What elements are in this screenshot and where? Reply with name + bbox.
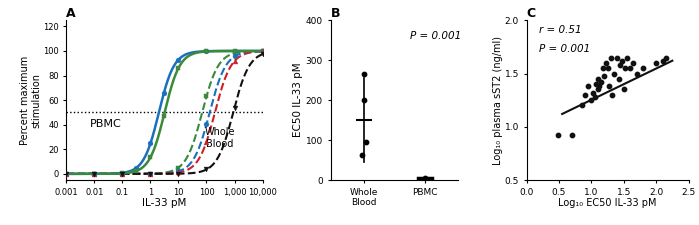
Text: r = 0.51: r = 0.51	[540, 25, 582, 35]
Point	[657, 59, 668, 63]
Y-axis label: Log₁₀ plasma sST2 (ng/ml): Log₁₀ plasma sST2 (ng/ml)	[493, 36, 503, 165]
Point	[628, 61, 639, 65]
Point	[661, 56, 672, 59]
Point	[582, 84, 593, 88]
Point	[598, 74, 610, 77]
Text: P = 0.001: P = 0.001	[410, 32, 461, 41]
X-axis label: Log₁₀ EC50 IL-33 pM: Log₁₀ EC50 IL-33 pM	[559, 198, 657, 208]
Point	[587, 91, 598, 94]
Text: P = 0.001: P = 0.001	[540, 44, 591, 54]
Point	[360, 140, 371, 144]
Point	[651, 61, 662, 65]
Point	[592, 77, 603, 81]
Point	[359, 98, 370, 102]
Point	[591, 82, 602, 86]
Point	[600, 61, 611, 65]
Point	[631, 72, 642, 75]
Point	[625, 66, 636, 70]
Point	[615, 63, 626, 67]
Point	[618, 88, 629, 91]
Text: A: A	[66, 7, 76, 20]
X-axis label: IL-33 pM: IL-33 pM	[143, 198, 187, 208]
Point	[419, 176, 431, 180]
Point	[602, 66, 613, 70]
Point	[612, 56, 623, 59]
Text: PBMC: PBMC	[90, 119, 122, 129]
Point	[596, 80, 607, 84]
Text: B: B	[331, 7, 340, 20]
Point	[598, 66, 609, 70]
Point	[586, 98, 597, 102]
Y-axis label: EC50 IL-33 pM: EC50 IL-33 pM	[293, 63, 303, 137]
Point	[637, 66, 649, 70]
Point	[607, 93, 618, 97]
Point	[617, 59, 628, 63]
Point	[592, 88, 603, 91]
Point	[589, 95, 600, 99]
Y-axis label: Percent maximum
stimulation: Percent maximum stimulation	[20, 56, 42, 145]
Point	[552, 133, 563, 137]
Point	[593, 84, 605, 88]
Point	[605, 56, 617, 59]
Point	[356, 153, 368, 157]
Point	[613, 77, 624, 81]
Text: C: C	[526, 7, 535, 20]
Point	[619, 66, 630, 70]
Point	[359, 72, 370, 76]
Point	[621, 56, 633, 59]
Point	[576, 104, 587, 107]
Text: Whole
Blood: Whole Blood	[205, 127, 235, 149]
Point	[604, 84, 615, 88]
Point	[608, 72, 619, 75]
Point	[566, 133, 577, 137]
Point	[579, 93, 591, 97]
